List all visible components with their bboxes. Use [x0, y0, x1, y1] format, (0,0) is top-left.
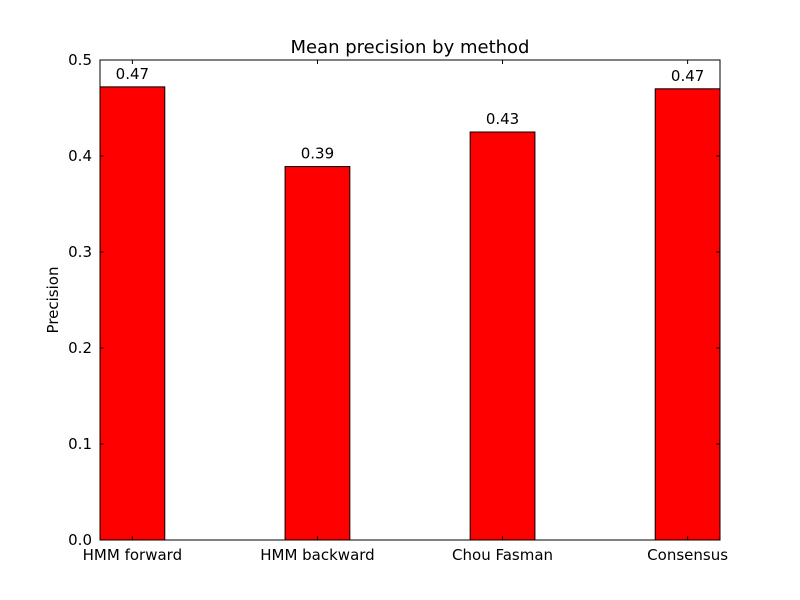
bar-3 [654, 88, 721, 541]
bars-group [99, 86, 721, 541]
y-tick-label-0: 0.0 [68, 531, 92, 549]
x-tick-label-1: HMM backward [260, 546, 374, 564]
bar-2 [469, 131, 536, 541]
bar-value-label-3: 0.47 [671, 67, 704, 85]
bar-1 [284, 166, 351, 541]
y-tick-label-5: 0.5 [68, 51, 92, 69]
chart-title: Mean precision by method [290, 37, 529, 58]
bar-value-label-0: 0.47 [116, 65, 149, 83]
plot-frame [99, 59, 721, 541]
labels-group: 0.47 HMM forward 0.39 HMM backward 0.43 Chou … [68, 51, 728, 564]
y-tick-label-4: 0.4 [68, 147, 92, 165]
ticks-group [100, 59, 720, 541]
y-tick-label-1: 0.1 [68, 435, 92, 453]
y-axis-label: Precision [44, 267, 62, 334]
bar-value-label-1: 0.39 [301, 145, 334, 163]
y-tick-label-3: 0.3 [68, 243, 92, 261]
x-tick-label-2: Chou Fasman [452, 546, 553, 564]
y-tick-label-2: 0.2 [68, 339, 92, 357]
x-tick-label-3: Consensus [647, 546, 728, 564]
bar-0 [99, 86, 166, 541]
bar-value-label-2: 0.43 [486, 110, 519, 128]
x-tick-label-0: HMM forward [83, 546, 182, 564]
